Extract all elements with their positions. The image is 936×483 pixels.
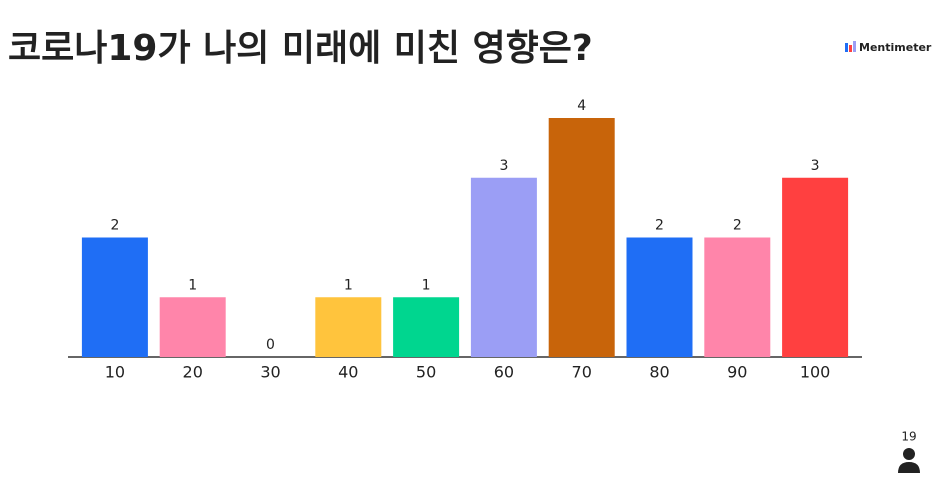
x-tick-label: 50 [416,363,436,382]
brand-name: Mentimeter [859,41,932,54]
x-tick-label: 30 [260,363,280,382]
x-tick-label: 60 [494,363,514,382]
icon-body [898,462,920,473]
chart-title: 코로나19가 나의 미래에 미친 영향은? [8,28,593,69]
value-label: 2 [733,218,742,234]
value-label: 1 [344,277,353,293]
x-tick-label: 100 [800,363,831,382]
bar [81,237,148,357]
bar [782,177,849,357]
x-tick-label: 80 [649,363,669,382]
value-label: 2 [655,218,664,234]
respondent-count: 19 [901,430,916,444]
value-label: 1 [188,277,197,293]
value-label: 4 [577,98,586,114]
value-label: 1 [422,277,431,293]
bar [470,177,537,357]
x-tick-label: 10 [105,363,125,382]
x-tick-label: 20 [183,363,203,382]
bar [159,297,226,357]
icon-head [903,448,915,460]
bar [626,237,693,357]
logo-mark [849,45,852,52]
x-tick-label: 40 [338,363,358,382]
bar [393,297,460,357]
bar [315,297,382,357]
logo-mark [845,43,848,52]
bar [548,118,615,357]
logo-mark [853,41,856,52]
value-label: 0 [266,337,275,353]
respondent-icon [898,448,920,473]
x-tick-label: 90 [727,363,747,382]
bar [704,237,771,357]
value-label: 3 [811,158,820,174]
value-label: 2 [110,218,119,234]
brand-logo: Mentimeter [845,41,932,54]
x-tick-label: 70 [572,363,592,382]
value-label: 3 [499,158,508,174]
